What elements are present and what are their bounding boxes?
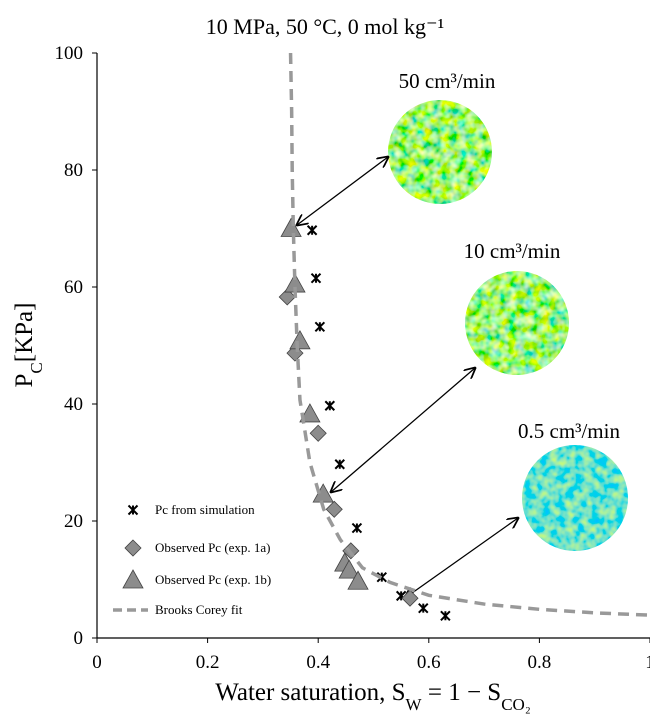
chart: 10 MPa, 50 °C, 0 mol kg⁻¹ 50 cm³/min 10 … [0,0,650,716]
legend-swatch [129,506,138,515]
x-axis-label: Water saturation, SW = 1 − SCO₂ [215,679,531,714]
arrow [405,518,518,598]
annotation: 0.5 cm³/min [518,419,620,443]
x-axis-label-part: CO₂ [501,695,531,714]
x-axis-label-part: = 1 − S [422,679,502,706]
legend-label: Observed Pc (exp. 1a) [155,540,271,555]
y-axis-label-part: P [11,374,38,388]
annotation: 50 cm³/min [399,69,496,93]
marker-triangle [281,219,301,237]
y-tick-label: 60 [64,277,83,298]
arrow [331,368,475,492]
marker-x [311,274,320,283]
x-axis-label-part: W [406,695,423,714]
y-axis-label-part: C [27,362,46,373]
x-tick-label: 0.2 [196,652,220,673]
x-tick-label: 0 [92,652,102,673]
marker-x [325,401,334,410]
annotation: 10 cm³/min [464,239,561,263]
marker-diamond [326,501,342,517]
images [388,100,628,551]
y-axis-label-part: [KPa] [11,303,38,363]
x-tick-label: 0.4 [306,652,330,673]
marker-diamond [310,425,326,441]
y-tick-label: 40 [64,394,83,415]
pore-image [522,445,628,551]
chart-title: 10 MPa, 50 °C, 0 mol kg⁻¹ [206,14,444,39]
marker-triangle [290,331,310,349]
x-tick-label: 1 [645,652,650,673]
legend-label: Brooks Corey fit [155,602,243,617]
legend-swatch [125,540,141,556]
pore-image [388,100,492,204]
legend-label: Pc from simulation [155,502,255,517]
marker-x [308,226,317,235]
marker-x [335,460,344,469]
y-tick-label: 100 [55,43,84,64]
arrow [297,157,388,225]
arrows [297,157,518,598]
marker-x [419,604,428,613]
y-tick-label: 0 [74,628,84,649]
x-tick-label: 0.6 [417,652,441,673]
legend-label: Observed Pc (exp. 1b) [155,572,271,587]
marker-x [315,322,324,331]
y-tick-label: 80 [64,160,83,181]
y-axis-label: PC[KPa] [11,303,46,388]
legend-swatch [123,570,143,588]
y-tick-label: 20 [64,511,83,532]
pore-image [465,271,569,375]
x-tick-label: 0.8 [528,652,552,673]
marker-x [441,611,450,620]
x-axis-label-part: Water saturation, S [215,679,405,706]
marker-x [352,524,361,533]
